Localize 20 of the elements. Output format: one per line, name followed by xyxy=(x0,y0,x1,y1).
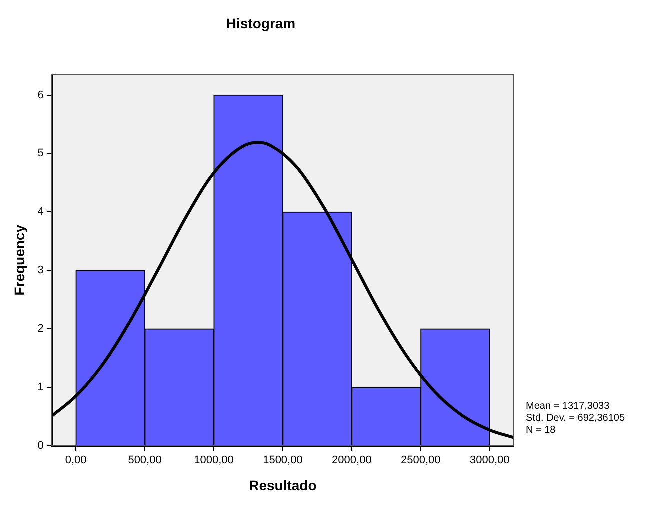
y-tick-label: 1 xyxy=(38,382,44,394)
y-tick-label: 6 xyxy=(38,89,44,102)
text: Std. Dev. = 692,36105 xyxy=(526,412,626,424)
x-tick-label: 0,00 xyxy=(65,454,87,467)
y-tick-label: 4 xyxy=(38,206,44,218)
y-tick-label: 2 xyxy=(38,323,44,336)
y-tick-label: 5 xyxy=(38,148,44,160)
x-axis-title: Resultado xyxy=(249,477,317,494)
x-tick-label: 3000,00 xyxy=(470,454,510,467)
y-tick-label: 3 xyxy=(38,264,44,277)
y-axis-title: Frequency xyxy=(11,224,28,296)
x-tick-label: 2500,00 xyxy=(401,454,441,467)
x-tick-label: 500,00 xyxy=(128,454,162,467)
text: Mean = 1317,3033 xyxy=(526,400,610,412)
x-tick-label: 1000,00 xyxy=(194,454,234,467)
x-tick-label: 2000,00 xyxy=(332,454,372,467)
x-tick-label: 1500,00 xyxy=(263,454,303,467)
text: N = 18 xyxy=(526,424,556,436)
chart-title: Histogram xyxy=(226,15,296,32)
y-tick-label: 0 xyxy=(38,440,44,452)
